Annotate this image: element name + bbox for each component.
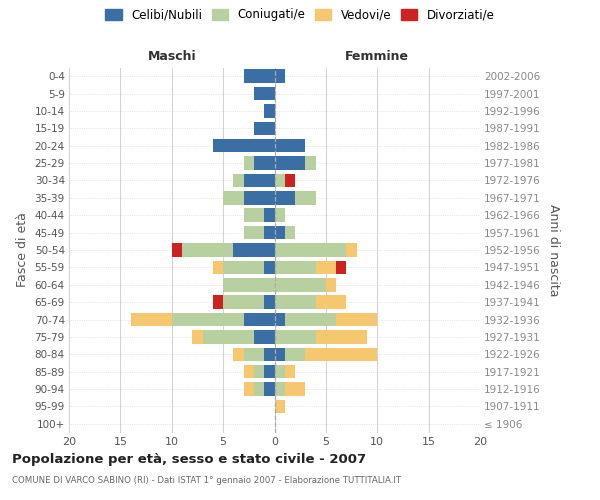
Bar: [244, 156, 254, 170]
Text: Maschi: Maschi: [148, 50, 196, 62]
Bar: [275, 139, 305, 152]
Bar: [172, 243, 182, 257]
Bar: [275, 226, 285, 239]
Bar: [275, 156, 305, 170]
Bar: [316, 330, 367, 344]
Bar: [131, 312, 172, 326]
Bar: [254, 330, 275, 344]
Bar: [264, 382, 275, 396]
Bar: [275, 382, 285, 396]
Y-axis label: Fasce di età: Fasce di età: [16, 212, 29, 288]
Bar: [213, 139, 275, 152]
Bar: [275, 312, 285, 326]
Bar: [244, 191, 275, 204]
Bar: [305, 156, 316, 170]
Bar: [264, 208, 275, 222]
Bar: [223, 191, 244, 204]
Bar: [275, 348, 285, 361]
Bar: [275, 330, 316, 344]
Bar: [275, 400, 285, 413]
Bar: [316, 296, 346, 309]
Bar: [264, 348, 275, 361]
Bar: [223, 296, 264, 309]
Bar: [326, 278, 336, 291]
Bar: [213, 260, 223, 274]
Bar: [223, 260, 264, 274]
Bar: [336, 312, 377, 326]
Bar: [192, 330, 203, 344]
Bar: [244, 348, 264, 361]
Bar: [275, 296, 316, 309]
Bar: [172, 312, 244, 326]
Legend: Celibi/Nubili, Coniugati/e, Vedovi/e, Divorziati/e: Celibi/Nubili, Coniugati/e, Vedovi/e, Di…: [103, 6, 497, 24]
Bar: [244, 174, 275, 188]
Bar: [275, 243, 346, 257]
Bar: [254, 122, 275, 135]
Text: Popolazione per età, sesso e stato civile - 2007: Popolazione per età, sesso e stato civil…: [12, 452, 366, 466]
Bar: [264, 104, 275, 118]
Bar: [244, 365, 254, 378]
Bar: [275, 260, 316, 274]
Bar: [244, 382, 254, 396]
Bar: [223, 278, 275, 291]
Bar: [275, 70, 285, 83]
Bar: [264, 296, 275, 309]
Bar: [285, 312, 336, 326]
Bar: [244, 312, 275, 326]
Bar: [285, 348, 305, 361]
Bar: [244, 226, 264, 239]
Bar: [264, 260, 275, 274]
Bar: [254, 365, 264, 378]
Bar: [233, 243, 275, 257]
Bar: [244, 208, 264, 222]
Bar: [264, 226, 275, 239]
Bar: [254, 156, 275, 170]
Bar: [305, 348, 377, 361]
Bar: [295, 191, 316, 204]
Bar: [346, 243, 356, 257]
Bar: [316, 260, 336, 274]
Bar: [275, 278, 326, 291]
Bar: [254, 87, 275, 101]
Bar: [275, 365, 285, 378]
Bar: [336, 260, 346, 274]
Bar: [182, 243, 233, 257]
Y-axis label: Anni di nascita: Anni di nascita: [547, 204, 560, 296]
Bar: [275, 174, 285, 188]
Text: Femmine: Femmine: [345, 50, 409, 62]
Bar: [275, 208, 285, 222]
Bar: [285, 382, 305, 396]
Bar: [285, 226, 295, 239]
Bar: [233, 348, 244, 361]
Bar: [213, 296, 223, 309]
Bar: [233, 174, 244, 188]
Bar: [254, 382, 264, 396]
Bar: [203, 330, 254, 344]
Bar: [264, 365, 275, 378]
Bar: [285, 365, 295, 378]
Bar: [244, 70, 275, 83]
Bar: [275, 191, 295, 204]
Text: COMUNE DI VARCO SABINO (RI) - Dati ISTAT 1° gennaio 2007 - Elaborazione TUTTITAL: COMUNE DI VARCO SABINO (RI) - Dati ISTAT…: [12, 476, 401, 485]
Bar: [285, 174, 295, 188]
